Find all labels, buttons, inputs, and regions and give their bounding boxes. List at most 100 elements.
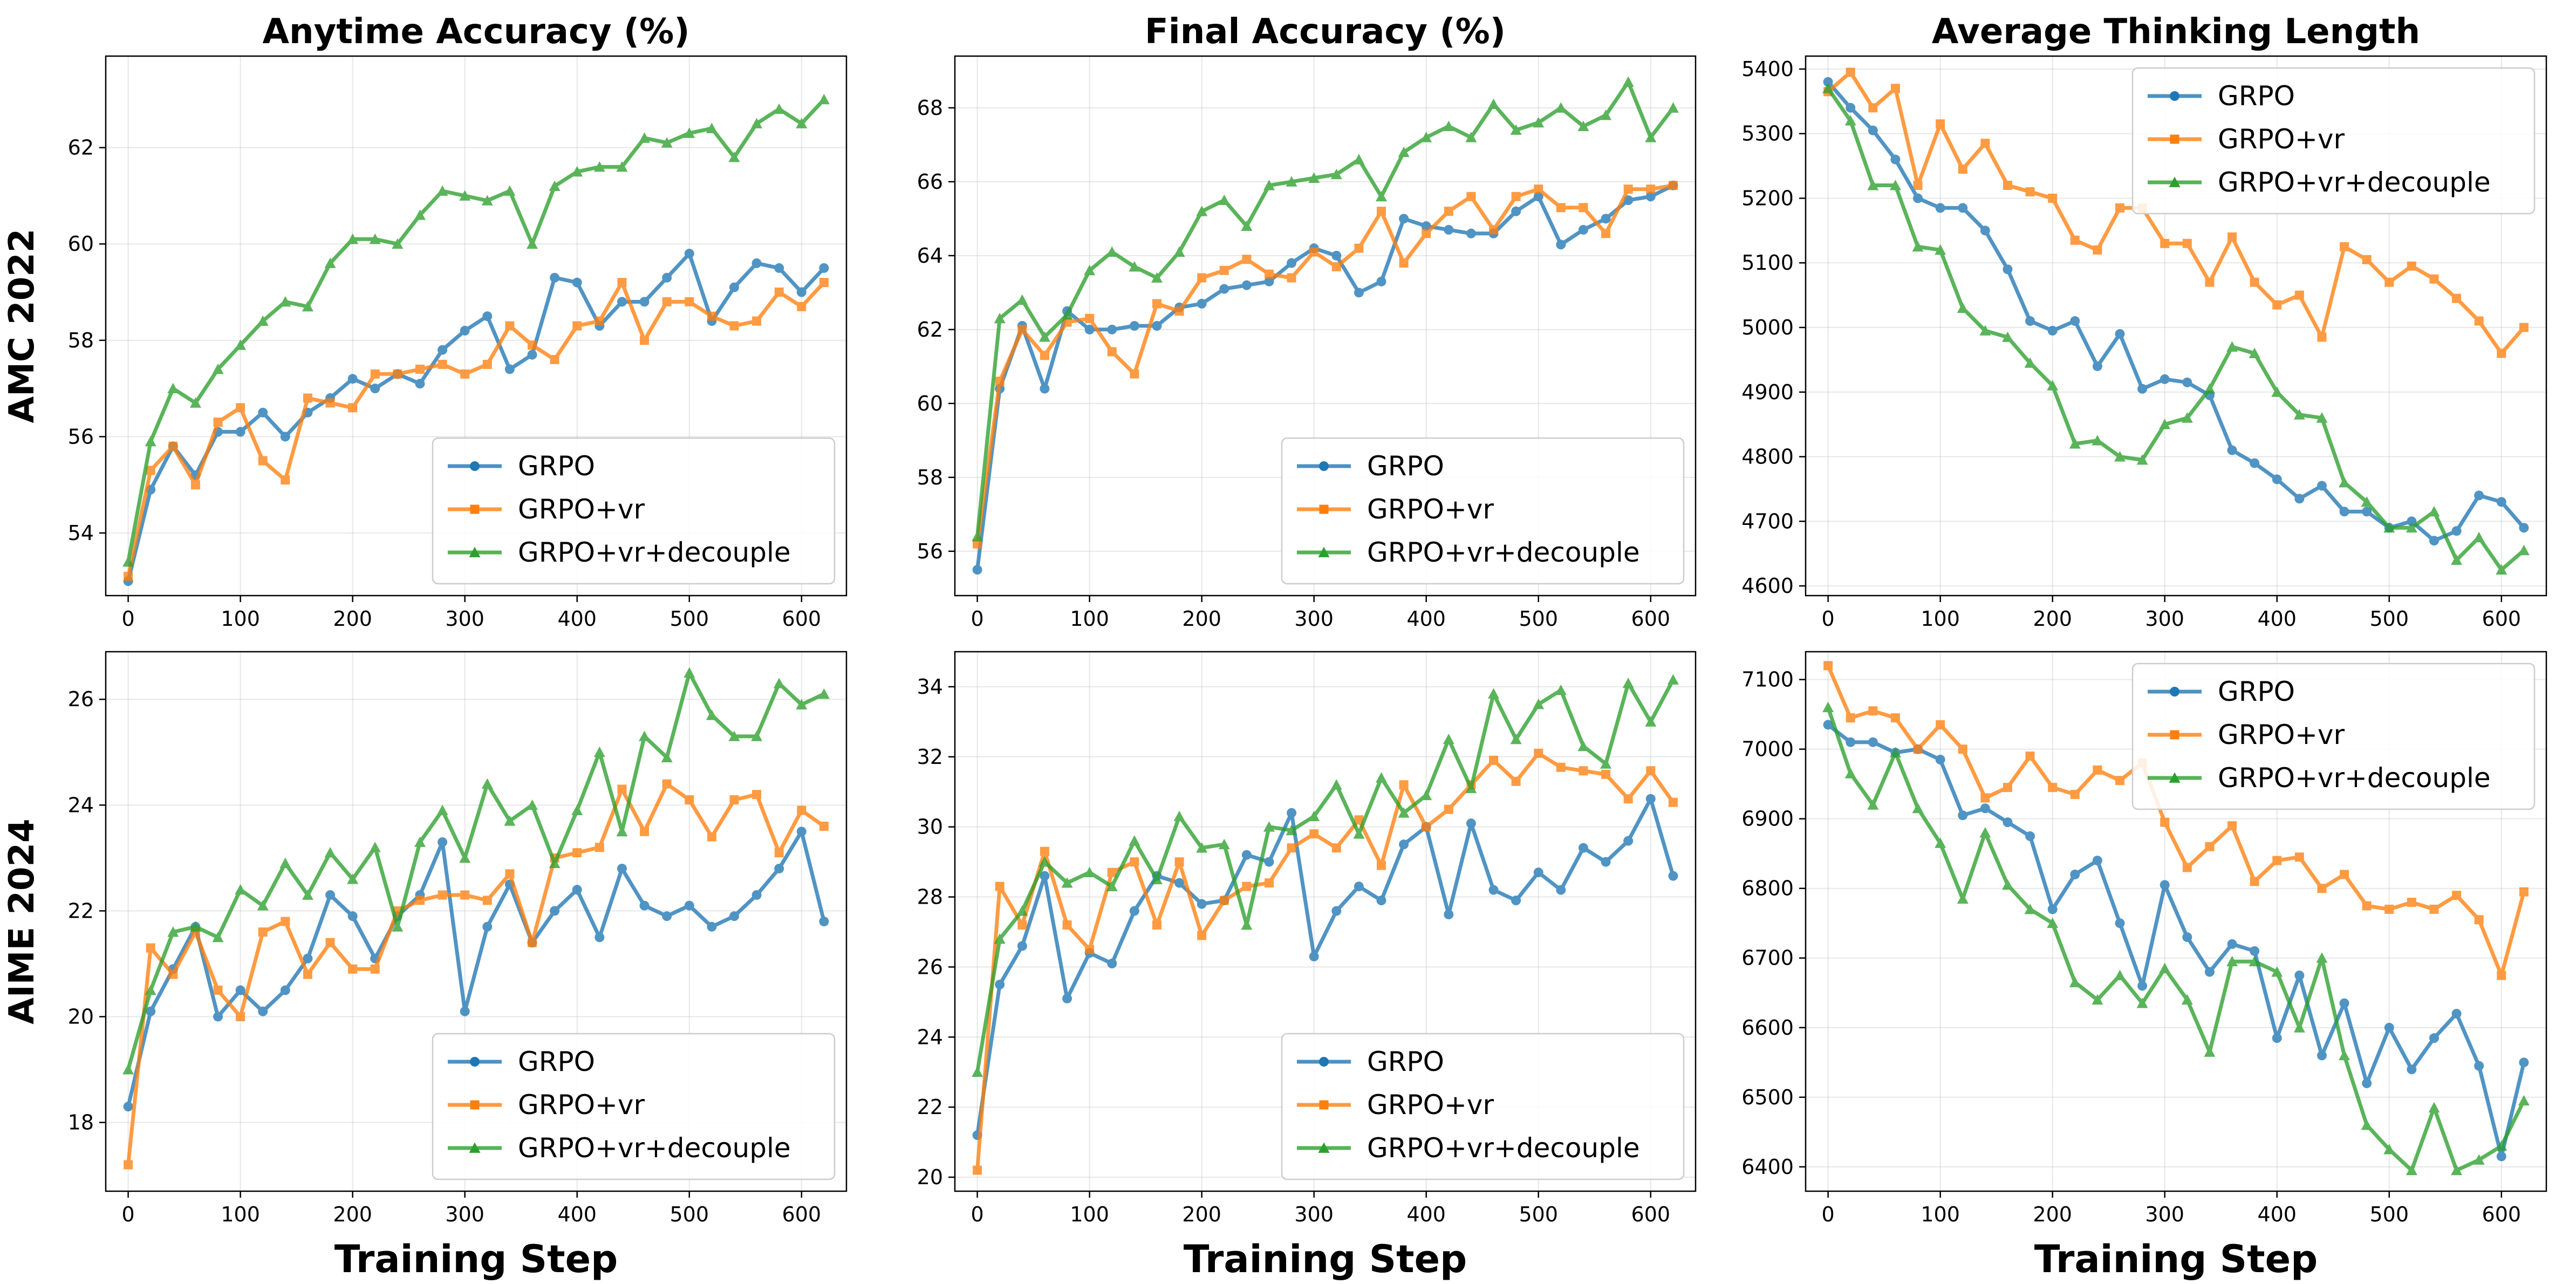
data-point-grpo-vr-decouple xyxy=(2069,976,2081,987)
data-point-grpo-vr-decouple xyxy=(1286,176,1297,187)
data-point-grpo-vr xyxy=(1980,139,1990,148)
data-point-grpo xyxy=(1354,288,1364,298)
data-point-grpo-vr xyxy=(1623,794,1633,804)
legend-entry-grpo-vr: GRPO+vr xyxy=(2148,719,2345,750)
data-point-grpo xyxy=(1578,843,1588,853)
data-point-grpo xyxy=(1958,810,1968,821)
y-tick-label: 56 xyxy=(917,539,943,563)
series-line-grpo-vr-decouple xyxy=(126,97,826,564)
data-point-grpo-vr xyxy=(1556,762,1566,772)
data-point-grpo xyxy=(1511,896,1521,906)
data-point-grpo xyxy=(235,985,245,995)
data-point-grpo-vr xyxy=(258,456,268,466)
data-point-grpo xyxy=(1511,206,1521,216)
data-point-grpo-vr-decouple xyxy=(235,884,247,895)
data-point-grpo-vr xyxy=(2340,242,2349,251)
data-point-grpo-vr-decouple xyxy=(1577,120,1589,132)
data-point-grpo-vr-decouple xyxy=(1577,740,1589,752)
y-tick-label: 6400 xyxy=(1741,1155,1794,1179)
data-point-grpo-vr-decouple xyxy=(1308,172,1320,183)
data-point-grpo xyxy=(2070,316,2080,326)
data-point-grpo-vr-decouple xyxy=(1241,919,1253,930)
data-point-grpo-vr xyxy=(550,355,559,364)
data-point-grpo-vr xyxy=(1466,192,1476,201)
y-tick-label: 34 xyxy=(917,675,943,699)
data-point-grpo-vr xyxy=(303,969,312,979)
data-point-grpo xyxy=(2317,481,2327,491)
panel-title: Average Thinking Length xyxy=(1932,12,2420,52)
data-point-grpo-vr-decouple xyxy=(414,836,426,847)
data-point-grpo-vr-decouple xyxy=(1533,698,1545,709)
data-point-grpo xyxy=(617,297,627,307)
data-point-grpo-vr-decouple xyxy=(1555,684,1567,695)
data-point-grpo-vr-decouple xyxy=(796,699,808,709)
x-tick-label: 0 xyxy=(122,607,135,631)
x-tick-label: 600 xyxy=(1631,607,1671,631)
data-point-grpo-vr xyxy=(1489,755,1499,765)
data-point-grpo-vr-decouple xyxy=(1016,294,1028,305)
data-point-grpo-vr-decouple xyxy=(751,730,763,741)
legend-marker xyxy=(2170,687,2179,696)
data-point-grpo-vr xyxy=(281,917,290,926)
series-grpo-vr xyxy=(973,748,1678,1175)
data-point-grpo-vr-decouple xyxy=(2226,341,2238,352)
data-point-grpo-vr-decouple xyxy=(2136,454,2148,465)
chart-panel-5: 0 100 200 300 400 500 600 20 22 24 26 28 30 32 34 Train… xyxy=(917,651,1697,1281)
data-point-grpo-vr-decouple xyxy=(1935,837,1946,848)
data-point-grpo-vr-decouple xyxy=(549,180,561,191)
data-point-grpo-vr xyxy=(1444,804,1453,814)
series-grpo xyxy=(1823,720,2529,1162)
data-point-grpo xyxy=(1331,906,1342,916)
x-tick-label: 300 xyxy=(1294,1203,1334,1226)
data-point-grpo-vr-decouple xyxy=(773,103,785,114)
data-point-grpo-vr xyxy=(2182,238,2192,248)
y-tick-label: 6900 xyxy=(1741,807,1794,831)
data-point-grpo-vr-decouple xyxy=(2271,386,2283,397)
data-point-grpo xyxy=(1980,803,1990,814)
data-point-grpo-vr-decouple xyxy=(1420,132,1432,142)
data-point-grpo xyxy=(1399,214,1409,224)
data-point-grpo-vr-decouple xyxy=(571,804,583,816)
data-point-grpo xyxy=(1601,214,1611,224)
data-point-grpo-vr-decouple xyxy=(1398,807,1410,818)
data-point-grpo-vr-decouple xyxy=(1330,779,1342,790)
legend: GRPO GRPO+vr GRPO+vr+decouple xyxy=(1281,1033,1685,1180)
data-point-grpo-vr xyxy=(2384,904,2394,914)
series-grpo-vr xyxy=(1823,661,2529,980)
data-point-grpo xyxy=(1219,284,1229,294)
data-point-grpo xyxy=(1868,125,1878,135)
y-tick-label: 56 xyxy=(68,425,94,448)
data-point-grpo-vr xyxy=(2497,349,2506,358)
data-point-grpo-vr xyxy=(1846,713,1855,723)
data-point-grpo-vr-decouple xyxy=(1867,180,1879,190)
data-point-grpo-vr-decouple xyxy=(1510,733,1522,745)
data-point-grpo-vr xyxy=(1062,920,1072,930)
chart-panel-3: 0 100 200 300 400 500 600 4600 4700 4800 4900 5000 5… xyxy=(1741,12,2547,631)
data-point-grpo-vr-decouple xyxy=(459,852,471,863)
data-point-grpo-vr xyxy=(1062,317,1072,327)
data-point-grpo-vr xyxy=(640,827,650,836)
data-point-grpo-vr-decouple xyxy=(1979,325,1991,336)
data-point-grpo xyxy=(1062,993,1072,1003)
data-point-grpo xyxy=(2474,490,2484,501)
data-point-grpo-vr-decouple xyxy=(994,312,1006,324)
x-tick-label: 500 xyxy=(1519,1203,1558,1226)
data-point-grpo xyxy=(1331,250,1342,261)
data-point-grpo-vr-decouple xyxy=(1106,246,1118,257)
data-point-grpo-vr xyxy=(438,359,447,369)
legend-entry-grpo-vr-decouple: GRPO+vr+decouple xyxy=(1297,537,1640,568)
data-point-grpo-vr-decouple xyxy=(504,185,516,196)
data-point-grpo-vr xyxy=(2407,261,2416,271)
data-point-grpo-vr xyxy=(1287,843,1296,853)
data-point-grpo xyxy=(1376,896,1386,906)
data-point-grpo xyxy=(1040,384,1050,394)
x-tick-label: 500 xyxy=(669,1203,709,1226)
data-point-grpo-vr xyxy=(2362,901,2372,911)
data-point-grpo-vr xyxy=(2115,203,2124,213)
data-point-grpo-vr xyxy=(213,418,223,427)
legend-entry-grpo-vr-decouple: GRPO+vr+decouple xyxy=(448,1132,791,1164)
data-point-grpo-vr-decouple xyxy=(145,435,156,447)
data-point-grpo-vr-decouple xyxy=(2496,564,2507,575)
data-point-grpo-vr xyxy=(2025,752,2035,761)
x-tick-label: 300 xyxy=(445,607,484,631)
